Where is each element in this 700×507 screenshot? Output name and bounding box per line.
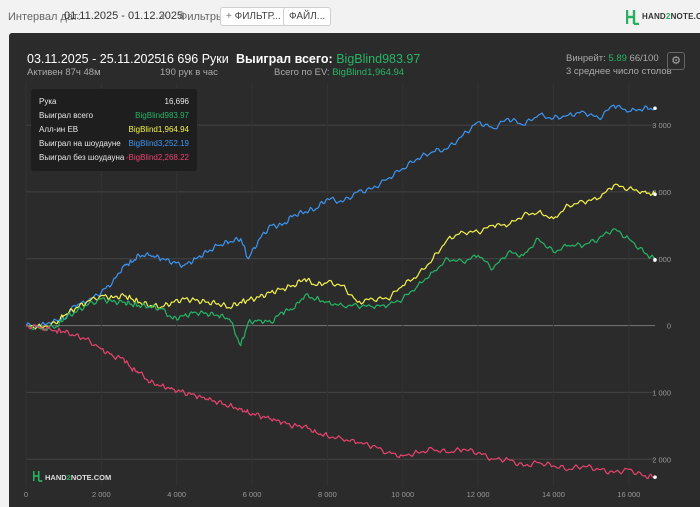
watermark-text: HAND2NOTE.COM bbox=[45, 473, 112, 482]
hand2note-logo: HAND2NOTE.COM bbox=[625, 9, 700, 26]
y-tick-label: 2 000 bbox=[652, 455, 671, 464]
tooltip: Рука 16,696 Выиграл всего BigBlind983.97 А… bbox=[31, 89, 197, 171]
x-tick-label: 8 000 bbox=[318, 490, 337, 499]
x-tick-label: 14 000 bbox=[542, 490, 565, 499]
y-tick-label: 1 000 bbox=[652, 388, 671, 397]
y-tick-label: 3 000 bbox=[652, 121, 671, 130]
ev-total: Всего по EV: BigBlind1,964.94 bbox=[274, 67, 405, 78]
y-tick-label: 0 bbox=[667, 322, 671, 331]
series-end-point bbox=[653, 192, 657, 197]
tooltip-row-won: Выиграл всего BigBlind983.97 bbox=[39, 111, 189, 120]
toolbar: Интервал дат: 01.11.2025 - 01.12.2025 ▼ … bbox=[0, 0, 700, 33]
chevron-down-icon[interactable]: ▼ bbox=[159, 12, 167, 21]
x-tick-label: 10 000 bbox=[391, 490, 414, 499]
file-button-label: ФАЙЛ... bbox=[289, 11, 326, 22]
graph-panel: 0 2 000 4 000 6 000 8 000 10 000 12 000 14 000 1… bbox=[9, 33, 700, 507]
date-range-select[interactable]: 01.11.2025 - 01.12.2025 bbox=[64, 10, 184, 22]
tables-count: 3 среднее число столов bbox=[566, 66, 672, 77]
gear-icon[interactable]: ⚙ bbox=[667, 52, 685, 70]
date-range: 03.11.2025 - 25.11.2025 bbox=[27, 52, 162, 66]
tooltip-row-allin-ev: Алл-ин EB BigBlind1,964.94 bbox=[39, 125, 189, 134]
x-tick-label: 2 000 bbox=[92, 490, 111, 499]
tooltip-row-non-showdown: Выиграл без шоудауна -BigBlind2,268.22 bbox=[39, 153, 189, 162]
winrate-value: 5.89 bbox=[608, 53, 627, 64]
x-tick-label: 12 000 bbox=[467, 490, 490, 499]
x-tick-label: 0 bbox=[24, 490, 28, 499]
won-total-value: BigBlind983.97 bbox=[336, 52, 421, 66]
filter-button[interactable]: + ФИЛЬТР... bbox=[220, 7, 287, 26]
tooltip-row-showdown: Выиграл на шоудауне BigBlind3,252.19 bbox=[39, 139, 189, 148]
logo-text: HAND2NOTE.COM bbox=[642, 12, 700, 21]
series-end-point bbox=[653, 106, 657, 111]
filters-label: Фильтры: bbox=[179, 11, 227, 23]
y-tick-label: 2 000 bbox=[652, 188, 671, 197]
x-tick-label: 4 000 bbox=[167, 490, 186, 499]
series-end-point bbox=[653, 475, 657, 479]
won-total: Выиграл всего: BigBlind983.97 bbox=[236, 52, 421, 66]
hands-count: 16 696 Руки bbox=[160, 52, 229, 66]
series-line-2 bbox=[25, 183, 656, 330]
file-button[interactable]: ФАЙЛ... bbox=[283, 7, 332, 26]
tooltip-row-hand: Рука 16,696 bbox=[39, 97, 189, 106]
x-tick-label: 16 000 bbox=[617, 490, 640, 499]
active-time: Активен 87ч 48м bbox=[27, 67, 101, 78]
series-end-point bbox=[653, 258, 657, 262]
ev-total-value: BigBlind1,964.94 bbox=[332, 67, 405, 78]
series-line-4 bbox=[25, 324, 656, 480]
plus-icon: + bbox=[226, 11, 232, 22]
x-tick-label: 6 000 bbox=[243, 490, 262, 499]
series-line-1 bbox=[25, 104, 656, 328]
hand2note-watermark: HAND2NOTE.COM bbox=[32, 469, 123, 485]
watermark-logo-icon bbox=[32, 471, 43, 482]
winrate: Винрейт: 5.89 66/100 bbox=[566, 53, 659, 64]
y-tick-label: 1 000 bbox=[652, 255, 671, 264]
interval-label: Интервал дат: bbox=[8, 11, 81, 23]
series-line-3 bbox=[26, 228, 656, 347]
hands-per-hour: 190 рук в час bbox=[160, 67, 218, 78]
hand2note-logo-icon bbox=[625, 10, 639, 26]
filter-button-label: ФИЛЬТР... bbox=[234, 11, 281, 22]
